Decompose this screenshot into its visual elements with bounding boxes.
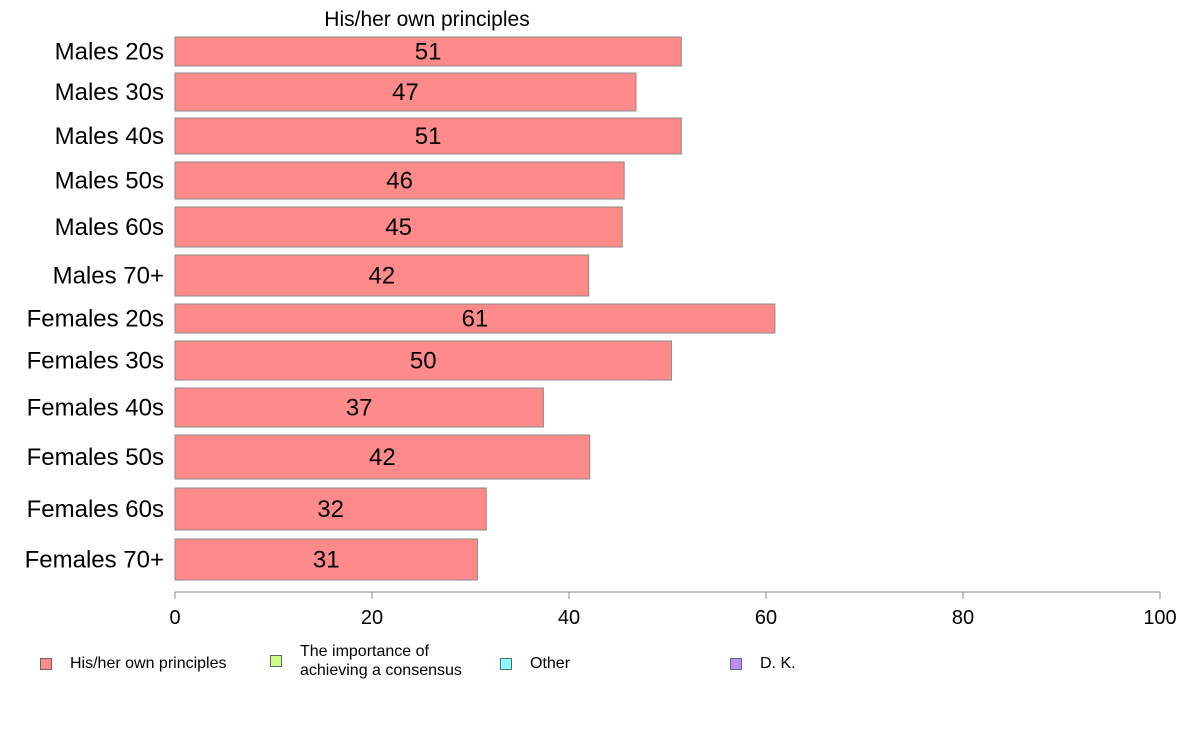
bar-females-30s [174, 340, 672, 381]
bar-chart: His/her own principles 51475146454261503… [25, 8, 1177, 629]
bar-males-70plus [174, 254, 590, 297]
category-label-males-40s: Males 40s [55, 123, 164, 150]
bar-value-label-males-20s: 51 [415, 39, 442, 66]
x-axis: 0 20 40 60 80 100 [169, 591, 1177, 629]
category-label-males-20s: Males 20s [55, 39, 164, 66]
legend-label-own-principles: His/her own principles [70, 655, 227, 672]
category-label-males-30s: Males 30s [55, 79, 164, 106]
bar-value-label-males-60s: 45 [385, 214, 412, 241]
legend-item-dk: D. K. [730, 654, 796, 673]
bar-value-label-females-70plus: 31 [313, 547, 340, 574]
x-tick-label-20: 20 [361, 607, 383, 629]
legend-label-other: Other [530, 655, 571, 672]
legend-swatch-own-principles [40, 657, 52, 670]
x-tick-label-0: 0 [169, 607, 180, 629]
bar-value-label-females-30s: 50 [410, 348, 437, 375]
bar-value-label-males-70plus: 42 [368, 263, 395, 290]
bar-males-20s [174, 36, 682, 67]
category-label-females-70plus: Females 70+ [25, 547, 164, 574]
category-label-females-60s: Females 60s [27, 496, 164, 523]
x-tick-label-80: 80 [952, 607, 974, 629]
chart-title: His/her own principles [324, 8, 529, 31]
bar-value-label-males-50s: 46 [386, 168, 413, 195]
bar-females-40s [174, 387, 544, 428]
category-label-males-50s: Males 50s [55, 168, 164, 195]
bar-females-70plus [174, 538, 478, 581]
legend-swatch-dk [730, 657, 742, 670]
category-labels: Males 20s Males 30s Males 40s Males 50s Male… [25, 39, 164, 574]
x-tick-label-40: 40 [558, 607, 580, 629]
bar-value-label-females-20s: 61 [462, 306, 489, 333]
x-tick-label-100: 100 [1143, 607, 1176, 629]
category-label-females-40s: Females 40s [27, 395, 164, 422]
bar-value-label-males-40s: 51 [415, 123, 442, 150]
bar-females-50s [174, 434, 591, 480]
legend-item-own-principles: His/her own principles [40, 654, 227, 673]
bar-value-label-males-30s: 47 [392, 79, 419, 106]
legend-swatch-other [500, 657, 512, 670]
x-tick-label-60: 60 [755, 607, 777, 629]
legend: His/her own principles The importance of… [0, 642, 1188, 692]
bar-value-label-females-40s: 37 [346, 395, 373, 422]
category-label-males-60s: Males 60s [55, 214, 164, 241]
bar-females-60s [174, 487, 487, 531]
bar-value-label-females-50s: 42 [369, 444, 396, 471]
legend-swatch-consensus [270, 655, 282, 667]
bar-males-30s [174, 72, 637, 112]
bar-males-50s [174, 161, 625, 200]
bar-males-40s [174, 117, 682, 155]
bar-value-label-females-60s: 32 [317, 496, 344, 523]
bar-females-20s [174, 303, 776, 334]
category-label-females-30s: Females 30s [27, 348, 164, 375]
legend-label-consensus: The importance of achieving a consensus [300, 643, 462, 679]
category-label-males-70plus: Males 70+ [53, 263, 164, 290]
legend-label-dk: D. K. [760, 655, 796, 672]
category-label-females-50s: Females 50s [27, 444, 164, 471]
legend-item-other: Other [500, 654, 570, 673]
category-label-females-20s: Females 20s [27, 306, 164, 333]
legend-item-consensus: The importance of achieving a consensus [270, 642, 462, 680]
bar-males-60s [174, 206, 623, 248]
